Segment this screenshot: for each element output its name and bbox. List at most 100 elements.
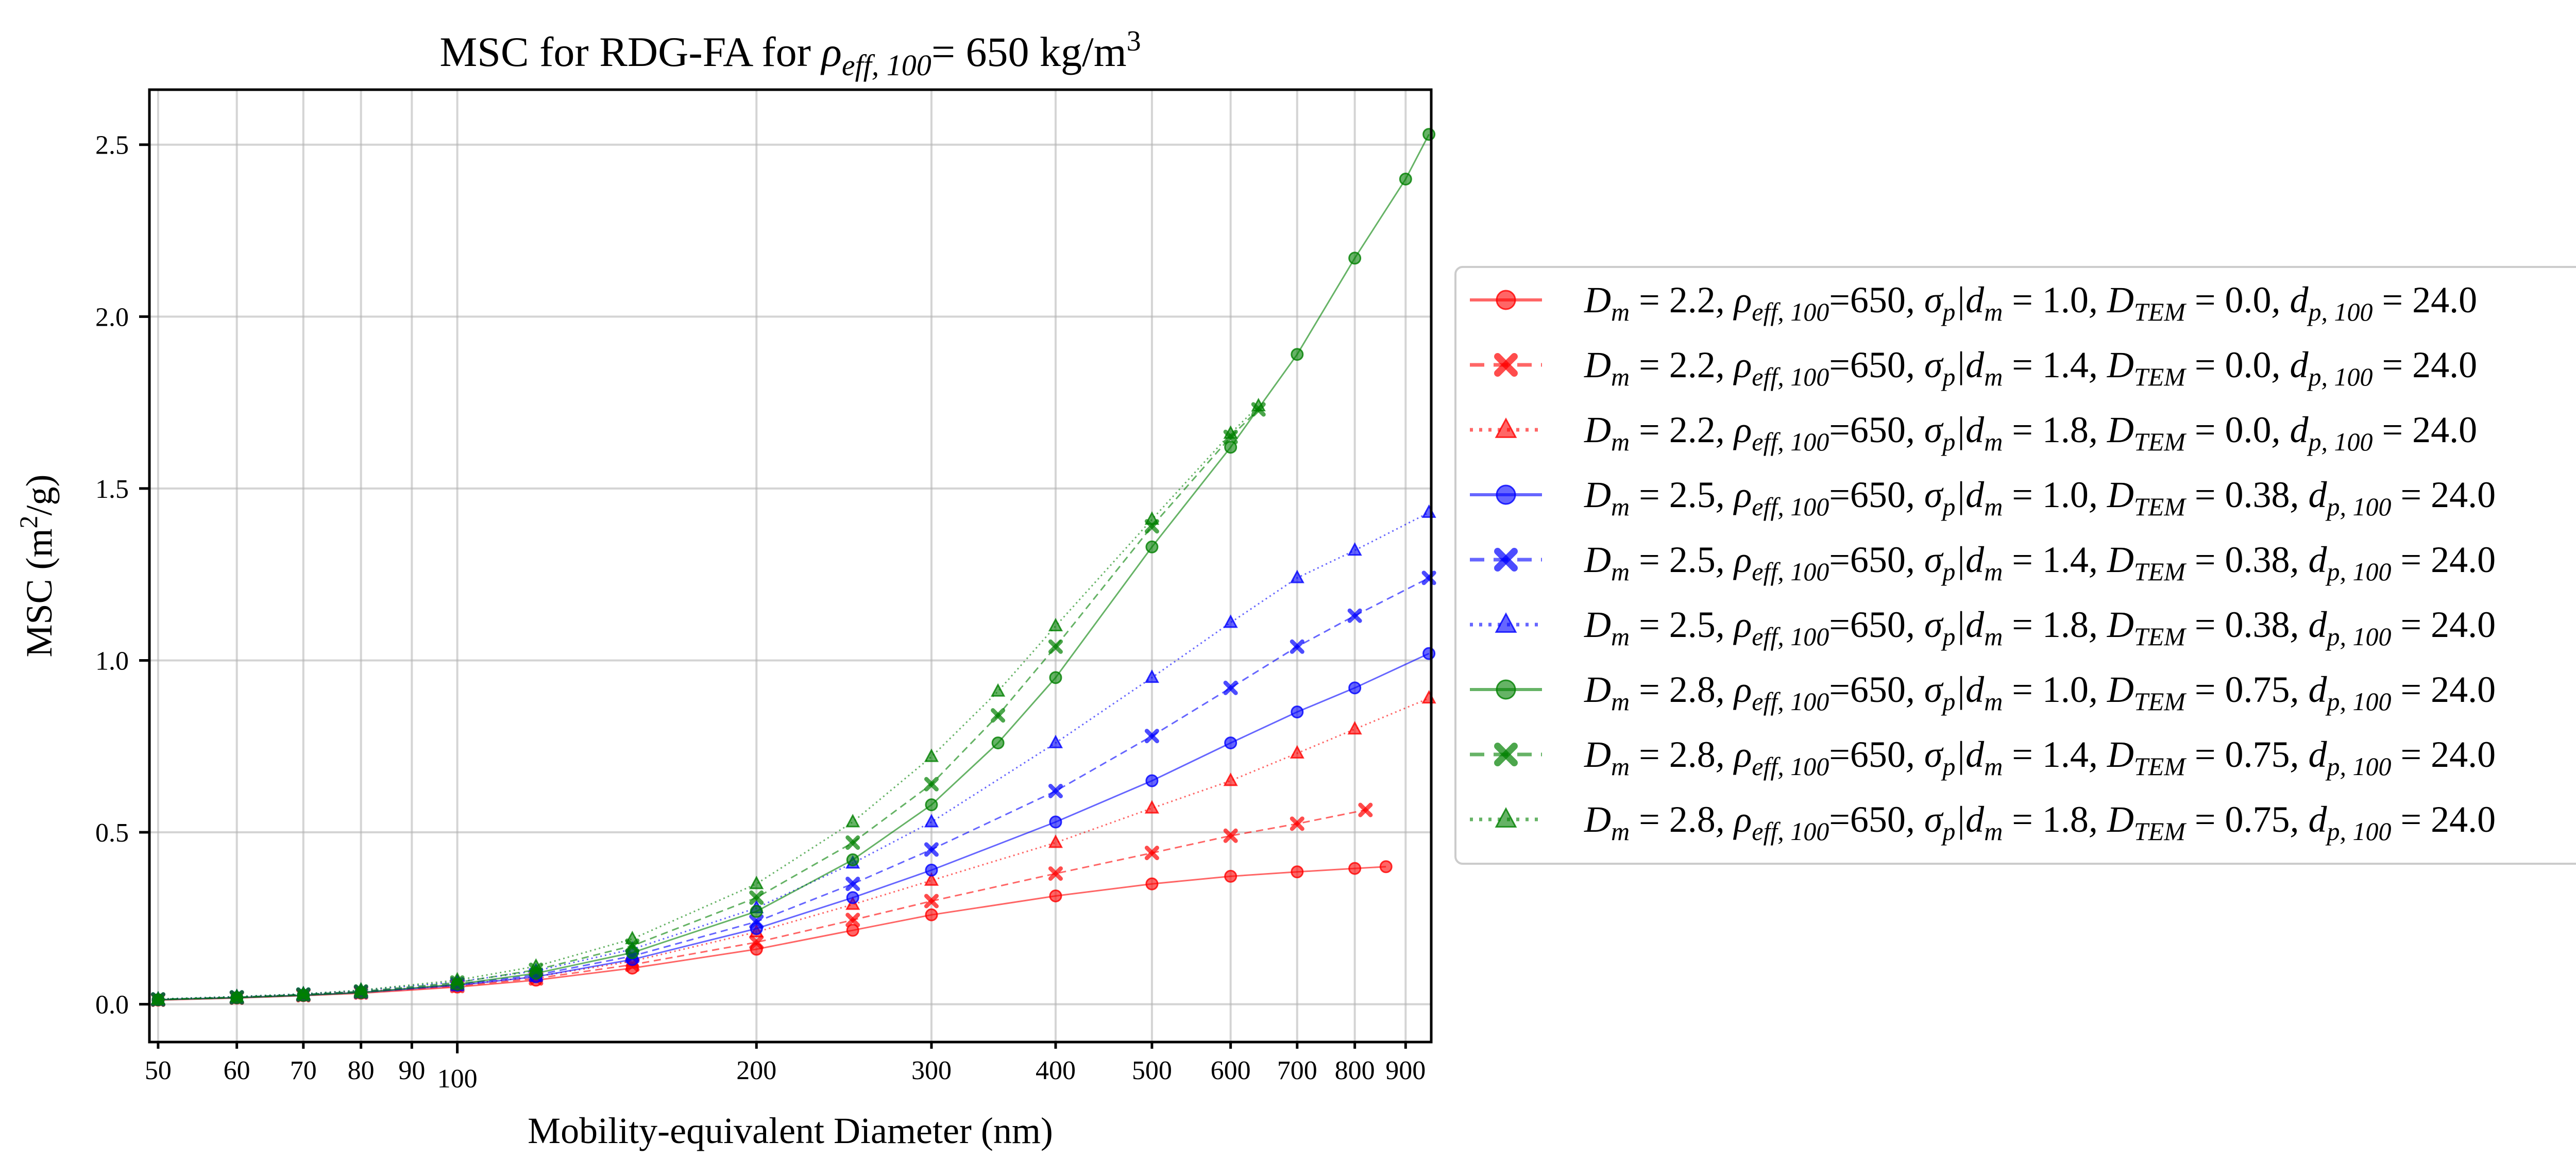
data-point	[1224, 441, 1238, 454]
x-tick-label: 700	[1277, 1056, 1317, 1085]
data-point	[1399, 172, 1412, 186]
legend-sigma-value: 1.8	[2042, 799, 2089, 840]
data-point	[846, 924, 859, 937]
x-axis-label: Mobility-equivalent Diameter (nm)	[528, 1110, 1053, 1151]
legend-dp-value: 24.0	[2431, 474, 2496, 515]
legend-rho-value: 650	[1850, 474, 1906, 515]
y-tick-label: 0.0	[95, 991, 129, 1020]
legend-entry-7: Dm = 2.8, ρeff, 100=650, σp|dm = 1.0, DT…	[1470, 669, 2496, 716]
legend-dm-value: 2.5	[1669, 604, 1716, 645]
legend-dm-value: 2.8	[1669, 669, 1716, 710]
data-point	[296, 985, 311, 999]
series-line	[158, 809, 1366, 1001]
data-point	[1048, 617, 1063, 632]
legend-marker	[1495, 417, 1517, 438]
data-point	[1145, 774, 1159, 787]
data-point	[1348, 862, 1362, 875]
series-line	[158, 409, 1259, 1000]
data-point	[1144, 846, 1159, 861]
data-point	[924, 894, 939, 909]
chart-title: MSC for RDG-FA for ρeff, 100= 650 kg/m3	[439, 25, 1141, 82]
data-point	[991, 708, 1006, 723]
data-point	[749, 935, 764, 950]
x-tick-label: 800	[1335, 1056, 1375, 1085]
data-point	[1291, 706, 1304, 719]
legend-rho-value: 650	[1850, 279, 1906, 321]
data-point	[924, 814, 939, 828]
data-point	[846, 891, 859, 904]
data-point	[1223, 425, 1238, 439]
data-point	[1224, 736, 1238, 750]
data-point	[924, 872, 939, 886]
data-point	[1223, 680, 1238, 695]
data-point	[1145, 540, 1159, 553]
data-point	[1048, 783, 1063, 799]
legend-label: Dm = 2.5, ρeff, 100=650, σp|dm = 1.8, DT…	[1584, 604, 2496, 651]
legend-entry-1: Dm = 2.2, ρeff, 100=650, σp|dm = 1.0, DT…	[1470, 279, 2477, 326]
legend-dtem-value: 0.38	[2225, 604, 2290, 645]
data-point	[1347, 542, 1362, 556]
data-point	[450, 972, 465, 986]
legend-dtem-value: 0.0	[2225, 279, 2272, 321]
legend-marker	[1495, 612, 1517, 633]
data-point	[1049, 671, 1062, 684]
data-point	[846, 853, 859, 866]
x-tick-label: 60	[224, 1056, 250, 1085]
data-point	[1379, 860, 1393, 874]
legend-sigma-value: 1.4	[2042, 734, 2089, 775]
data-point	[925, 863, 938, 877]
data-point	[991, 683, 1006, 697]
data-point	[845, 877, 860, 892]
legend-rho-value: 650	[1850, 799, 1906, 840]
x-tick-label: 600	[1211, 1056, 1251, 1085]
data-point	[1358, 802, 1373, 817]
y-tick-label: 2.5	[95, 131, 129, 160]
y-axis-label: MSC (m2/g)	[14, 474, 60, 657]
legend-sigma-value: 1.4	[2042, 344, 2089, 385]
legend-dtem-value: 0.0	[2225, 409, 2272, 450]
data-point	[1223, 614, 1238, 628]
legend-entry-8: Dm = 2.8, ρeff, 100=650, σp|dm = 1.4, DT…	[1470, 734, 2496, 781]
legend-label: Dm = 2.8, ρeff, 100=650, σp|dm = 1.8, DT…	[1584, 799, 2496, 846]
data-point	[353, 982, 368, 996]
data-point	[625, 931, 640, 945]
legend-sigma-value: 1.8	[2042, 409, 2089, 450]
data-point	[749, 914, 764, 929]
legend-dtem-value: 0.38	[2225, 539, 2290, 580]
title-prefix: MSC for RDG-FA for	[439, 28, 821, 75]
legend-rho-value: 650	[1850, 604, 1906, 645]
data-point	[925, 908, 938, 921]
y-tick-label: 0.5	[95, 818, 129, 848]
title-subscript: eff, 100	[842, 48, 931, 82]
data-point	[1291, 348, 1304, 361]
data-point	[1223, 773, 1238, 786]
x-tick-label: 100	[437, 1064, 478, 1094]
data-point	[529, 958, 544, 972]
legend-entry-3: Dm = 2.2, ρeff, 100=650, σp|dm = 1.8, DT…	[1470, 409, 2477, 456]
legend-dp-value: 24.0	[2431, 604, 2496, 645]
title-symbol: ρ	[820, 28, 841, 75]
data-point	[1144, 511, 1159, 525]
legend-label: Dm = 2.8, ρeff, 100=650, σp|dm = 1.4, DT…	[1584, 734, 2496, 781]
data-point	[150, 991, 165, 1004]
legend-dm-value: 2.5	[1669, 474, 1716, 515]
y-tick-label: 1.0	[95, 646, 129, 676]
x-tick-label: 80	[348, 1056, 375, 1085]
legend: Dm = 2.2, ρeff, 100=650, σp|dm = 1.0, DT…	[1454, 266, 2576, 865]
legend-marker	[1496, 484, 1516, 505]
data-point	[1291, 865, 1304, 879]
legend-dm-value: 2.2	[1669, 279, 1716, 321]
legend-marker	[1495, 807, 1517, 828]
legend-rho-value: 650	[1850, 669, 1906, 710]
legend-entry-5: Dm = 2.5, ρeff, 100=650, σp|dm = 1.4, DT…	[1470, 539, 2496, 586]
data-point	[1347, 721, 1362, 735]
x-tick-label: 70	[290, 1056, 317, 1085]
series-9	[150, 397, 1266, 1004]
legend-rho-value: 650	[1850, 344, 1906, 385]
legend-dm-value: 2.8	[1669, 799, 1716, 840]
legend-rho-value: 650	[1850, 734, 1906, 775]
legend-sigma-value: 1.8	[2042, 604, 2089, 645]
legend-marker	[1494, 743, 1518, 766]
legend-label: Dm = 2.2, ρeff, 100=650, σp|dm = 1.0, DT…	[1584, 279, 2477, 326]
legend-sigma-value: 1.0	[2042, 474, 2089, 515]
